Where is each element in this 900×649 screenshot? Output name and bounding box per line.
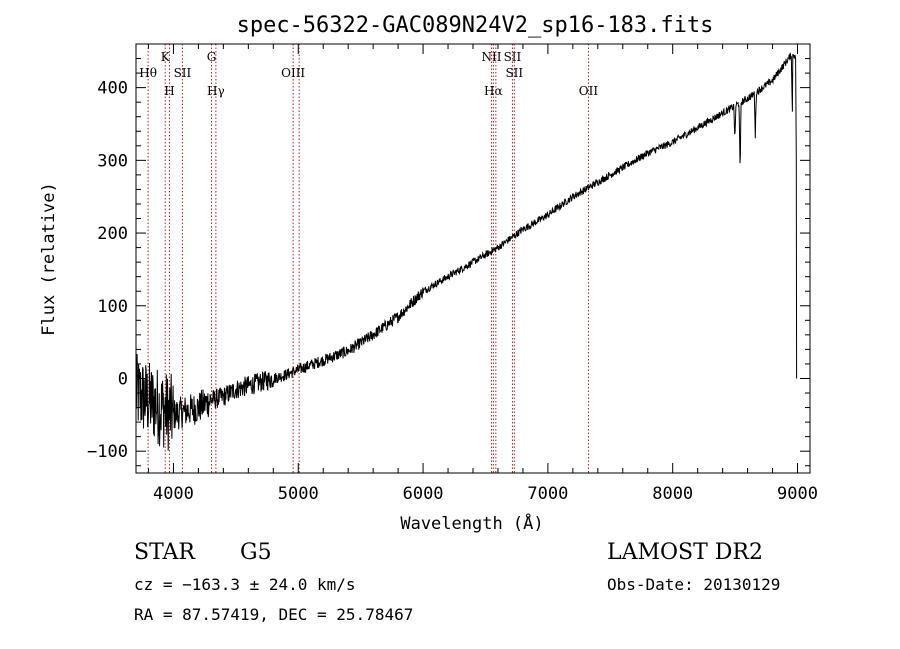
survey-name: LAMOST DR2 (607, 540, 763, 565)
y-tick-label: 100 (97, 297, 128, 317)
line-label: NII (481, 50, 501, 64)
x-tick-label: 9000 (777, 484, 818, 504)
line-label: OIII (281, 66, 305, 80)
y-tick-label: 200 (97, 224, 128, 244)
x-axis-label: Wavelength (Å) (400, 512, 543, 534)
line-label: SII (504, 50, 522, 64)
line-label: SII (505, 66, 523, 80)
line-label: Hα (484, 84, 503, 98)
x-tick-label: 4000 (153, 484, 194, 504)
observation-date: Obs-Date: 20130129 (607, 575, 781, 594)
line-label: Hγ (207, 84, 225, 98)
x-tick-label: 7000 (527, 484, 568, 504)
y-tick-label: 300 (97, 151, 128, 171)
x-tick-label: 8000 (652, 484, 693, 504)
chart-title: spec-56322-GAC089N24V2_sp16-183.fits (237, 13, 714, 38)
coordinates: RA = 87.57419, DEC = 25.78467 (134, 605, 414, 624)
spectrum-line (135, 52, 798, 451)
line-label: Hθ (139, 66, 157, 80)
x-tick-label: 6000 (403, 484, 444, 504)
y-tick-label: 400 (97, 79, 128, 99)
line-label: SII (174, 66, 192, 80)
plot-frame (135, 43, 811, 474)
y-tick-label: 0 (118, 369, 128, 389)
line-label: K (161, 50, 171, 64)
line-label: H (164, 84, 174, 98)
object-subclass: G5 (240, 540, 272, 565)
line-label: OII (579, 84, 599, 98)
axis-ticks: 4000 5000 6000 7000 8000 9000 −100 0 100 200 300 40… (87, 43, 818, 504)
redshift-velocity: cz = −163.3 ± 24.0 km/s (134, 575, 356, 594)
spectrum-series (135, 52, 798, 451)
y-axis-label: Flux (relative) (39, 182, 59, 336)
y-tick-label: −100 (87, 442, 128, 462)
x-tick-label: 5000 (278, 484, 319, 504)
object-class: STAR (134, 540, 195, 565)
line-label: G (207, 50, 217, 64)
